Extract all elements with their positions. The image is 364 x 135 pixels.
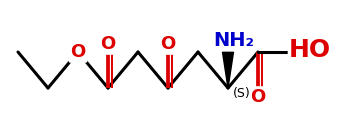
Text: O: O [161, 35, 175, 53]
Text: (S): (S) [233, 87, 251, 100]
Text: O: O [70, 43, 86, 61]
Text: O: O [100, 35, 116, 53]
Text: O: O [250, 88, 266, 106]
Text: HO: HO [289, 38, 331, 62]
Polygon shape [222, 52, 233, 88]
Text: NH₂: NH₂ [214, 31, 254, 50]
